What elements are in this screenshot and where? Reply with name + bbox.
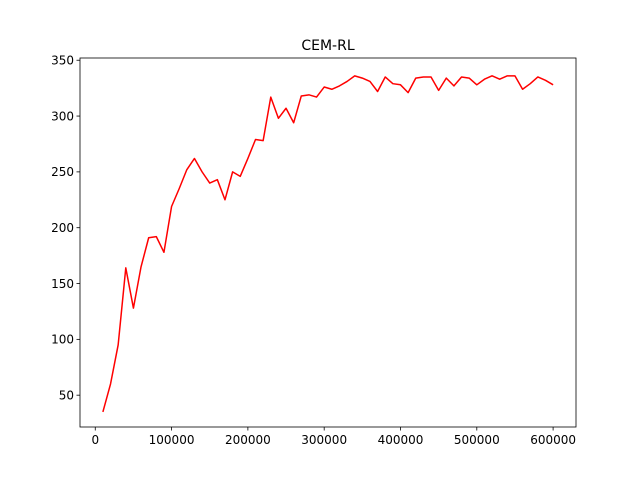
x-tick-label: 200000 xyxy=(225,433,271,447)
series-line-0 xyxy=(102,75,554,413)
x-tick-label: 100000 xyxy=(149,433,195,447)
x-tick-label: 300000 xyxy=(301,433,347,447)
chart-title: CEM-RL xyxy=(301,38,354,54)
y-tick-label: 350 xyxy=(51,54,74,68)
y-tick-label: 100 xyxy=(51,333,74,347)
axes-layer: 0 100000 200000 300000 400000 500000 600000 50 1… xyxy=(51,54,577,447)
x-tick-label: 0 xyxy=(91,433,99,447)
y-tick-label: 150 xyxy=(51,277,74,291)
y-tick-label: 200 xyxy=(51,221,74,235)
x-tick-label: 600000 xyxy=(530,433,576,447)
series-layer xyxy=(102,75,554,413)
y-tick-label: 300 xyxy=(51,109,74,123)
y-tick-label: 50 xyxy=(59,388,74,402)
y-tick-label: 250 xyxy=(51,165,74,179)
axes-frame xyxy=(79,57,577,428)
x-tick-label: 500000 xyxy=(454,433,500,447)
x-tick-label: 400000 xyxy=(378,433,424,447)
